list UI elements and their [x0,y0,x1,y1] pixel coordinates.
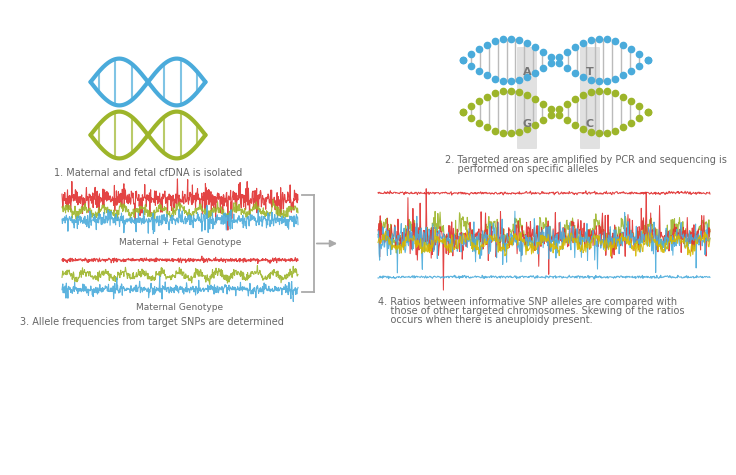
Text: Maternal + Fetal Genotype: Maternal + Fetal Genotype [118,238,241,247]
Text: occurs when there is aneuploidy present.: occurs when there is aneuploidy present. [378,315,592,325]
Text: A: A [523,67,531,77]
Text: T: T [586,67,594,77]
Text: Maternal Genotype: Maternal Genotype [136,303,224,312]
Text: those of other targeted chromosomes. Skewing of the ratios: those of other targeted chromosomes. Ske… [378,306,684,316]
Text: 4. Ratios between informative SNP alleles are compared with: 4. Ratios between informative SNP allele… [378,297,677,307]
Text: 1. Maternal and fetal cfDNA is isolated: 1. Maternal and fetal cfDNA is isolated [54,168,242,178]
Text: G: G [523,119,531,129]
Text: C: C [586,119,594,129]
Text: 3. Allele frequencies from target SNPs are determined: 3. Allele frequencies from target SNPs a… [20,317,284,327]
FancyBboxPatch shape [580,47,600,149]
Text: 2. Targeted areas are amplified by PCR and sequencing is: 2. Targeted areas are amplified by PCR a… [445,155,727,165]
Text: performed on specific alleles: performed on specific alleles [445,164,598,174]
FancyBboxPatch shape [517,47,537,149]
